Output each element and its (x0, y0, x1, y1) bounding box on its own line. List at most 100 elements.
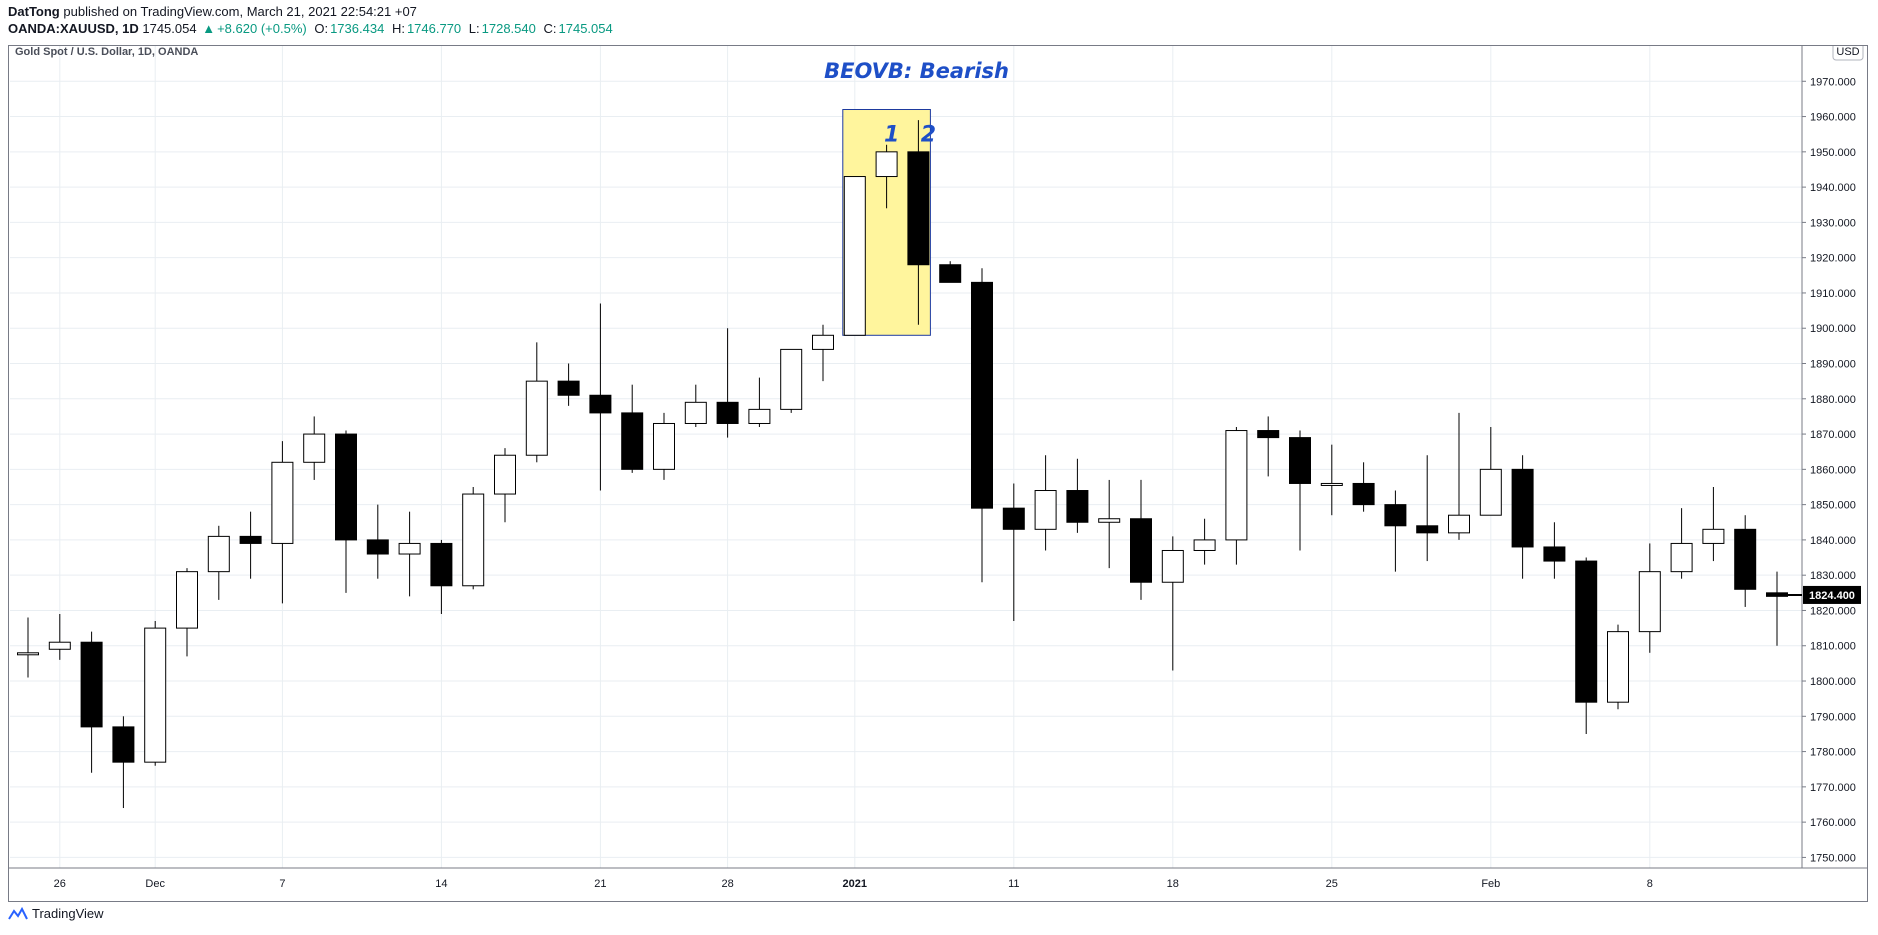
price-axis-label: 1870.000 (1810, 429, 1856, 441)
candle-up (843, 176, 866, 336)
last-price-badge-box (1803, 585, 1861, 604)
currency-badge-box (1832, 46, 1864, 61)
close-value: 1745.054 (558, 21, 613, 36)
candle-up (684, 401, 707, 424)
time-axis-label: 7 (279, 878, 285, 890)
candle-down (1416, 525, 1439, 534)
currency-badge: USD (1836, 46, 1859, 58)
price-axis-label: 1790.000 (1810, 711, 1856, 723)
candle-down (939, 264, 962, 283)
change-up-icon: ▲ (202, 21, 216, 36)
time-axis-label: 2021 (843, 878, 867, 890)
close-label: C: (543, 21, 557, 36)
high-label: H: (391, 21, 405, 36)
time-axis-label: 28 (721, 878, 733, 890)
chart-frame[interactable]: BEOVB: Bearish 1 2 1750.000 1760.000 1770.000… (8, 45, 1868, 902)
candle-up (1670, 542, 1693, 573)
symbol-label: OANDA:XAUUSD, 1D (8, 21, 139, 36)
candle-down (907, 151, 930, 266)
chart-title: Gold Spot / U.S. Dollar, 1D, OANDA (15, 46, 198, 58)
candle-up (207, 535, 230, 573)
price-axis-label: 1830.000 (1810, 570, 1856, 582)
brand-label: TradingView (32, 906, 104, 921)
open-label: O: (314, 21, 329, 36)
annotation-title: BEOVB: Bearish (824, 59, 1009, 83)
candle-down (621, 412, 644, 470)
candle-down (589, 394, 612, 414)
footer-brand[interactable]: TradingView (8, 906, 104, 921)
price-axis-label: 1900.000 (1810, 323, 1856, 335)
candle-down (1130, 518, 1152, 583)
candle-down (1257, 430, 1280, 439)
annotation-candle-number: 1 (884, 122, 899, 147)
last-price-value: 1745.054 (142, 21, 197, 36)
candlestick-chart[interactable]: BEOVB: Bearish 1 2 1750.000 1760.000 1770.000… (9, 46, 1867, 901)
time-axis-label: 25 (1326, 878, 1338, 890)
price-axis-label: 1930.000 (1810, 217, 1856, 229)
change-value: +8.620 (+0.5%) (217, 21, 307, 36)
time-axis-label: 21 (594, 878, 606, 890)
candle-up (462, 493, 485, 587)
candle-up (875, 151, 898, 178)
publish-info: DatTong published on TradingView.com, Ma… (8, 4, 417, 19)
price-axis-label: 1840.000 (1810, 535, 1856, 547)
candle-up (1098, 518, 1121, 523)
candle-up (1479, 468, 1502, 516)
price-axis-label: 1810.000 (1810, 641, 1856, 653)
candle-down (1352, 482, 1375, 506)
candle-down (1543, 546, 1566, 562)
price-axis-label: 1780.000 (1810, 747, 1856, 759)
candle-up (176, 571, 198, 629)
candle-up (144, 627, 167, 763)
candle-up (271, 461, 294, 544)
candle-down (366, 539, 389, 555)
low-label: L: (468, 21, 480, 36)
price-axis-label: 1960.000 (1810, 112, 1856, 124)
price-axis-label: 1800.000 (1810, 676, 1856, 688)
price-axis-label: 1860.000 (1810, 464, 1856, 476)
candle-up (653, 422, 675, 470)
candle-up (17, 652, 39, 656)
candle-up (525, 380, 548, 456)
candle-down (1289, 437, 1311, 484)
last-price-badge: 1824.400 (1809, 590, 1855, 602)
candle-up (48, 641, 71, 650)
candle-down (971, 281, 993, 509)
candle-up (494, 454, 516, 495)
candle-up (1225, 430, 1248, 541)
time-axis-label: Feb (1481, 878, 1500, 890)
candle-up (398, 542, 421, 555)
candle-up (812, 334, 834, 350)
candle-down (80, 641, 103, 728)
high-value: 1746.770 (406, 21, 462, 36)
low-value: 1728.540 (481, 21, 536, 36)
candle-up (748, 408, 771, 424)
price-axis-label: 1850.000 (1810, 500, 1856, 512)
price-axis-label: 1770.000 (1810, 782, 1856, 794)
open-value: 1736.434 (330, 21, 385, 36)
candle-down (1002, 507, 1025, 530)
candle-up (1193, 539, 1216, 551)
candle-down (1066, 490, 1089, 523)
annotation-candle-number: 2 (921, 122, 936, 147)
candle-down (430, 542, 453, 587)
time-axis-label: 8 (1647, 878, 1653, 890)
candle-down (557, 380, 580, 396)
candle-up (1702, 528, 1725, 544)
symbol-ohlc-bar: OANDA:XAUUSD, 1D 1745.054 ▲ +8.620 (+0.5%… (8, 21, 613, 36)
price-axis-label: 1760.000 (1810, 817, 1856, 829)
candle-up (1320, 482, 1343, 486)
candle-down (335, 433, 357, 541)
time-axis-label: 11 (1008, 878, 1019, 890)
price-axis-label: 1920.000 (1810, 253, 1856, 265)
candle-down (1734, 528, 1757, 590)
price-axis-label: 1890.000 (1810, 359, 1856, 371)
price-axis-label: 1940.000 (1810, 182, 1856, 194)
author-name[interactable]: DatTong (8, 4, 60, 19)
time-axis-label: 14 (435, 878, 447, 890)
candle-up (1161, 549, 1184, 583)
time-axis-label: Dec (145, 878, 165, 890)
candle-up (303, 433, 326, 463)
candle-up (1034, 490, 1057, 530)
candle-up (780, 348, 803, 410)
